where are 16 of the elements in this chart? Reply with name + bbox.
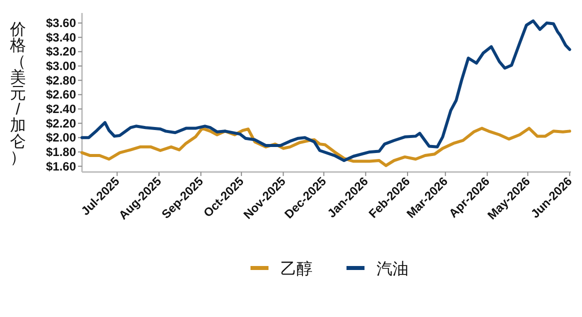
y-tick-label: $2.20	[46, 116, 76, 130]
y-tick-label: $2.80	[46, 73, 76, 88]
y-tick-label: $2.00	[46, 130, 76, 145]
y-tick-label: $3.40	[46, 30, 76, 44]
line-series	[80, 19, 572, 162]
text: 价格（美元/加仑）	[10, 22, 26, 166]
line-series	[80, 126, 572, 168]
y-tick-label: $1.80	[46, 144, 76, 159]
y-tick-label: $2.40	[46, 102, 76, 116]
legend-label: 汽油	[376, 260, 408, 278]
y-tick-label: $3.00	[46, 59, 76, 73]
legend-label: 乙醇	[280, 260, 312, 278]
y-tick-label: $2.60	[46, 88, 76, 102]
y-tick-label: $3.20	[46, 44, 76, 59]
y-tick-label: $3.60	[46, 16, 76, 30]
y-tick-label: $1.60	[46, 159, 76, 174]
